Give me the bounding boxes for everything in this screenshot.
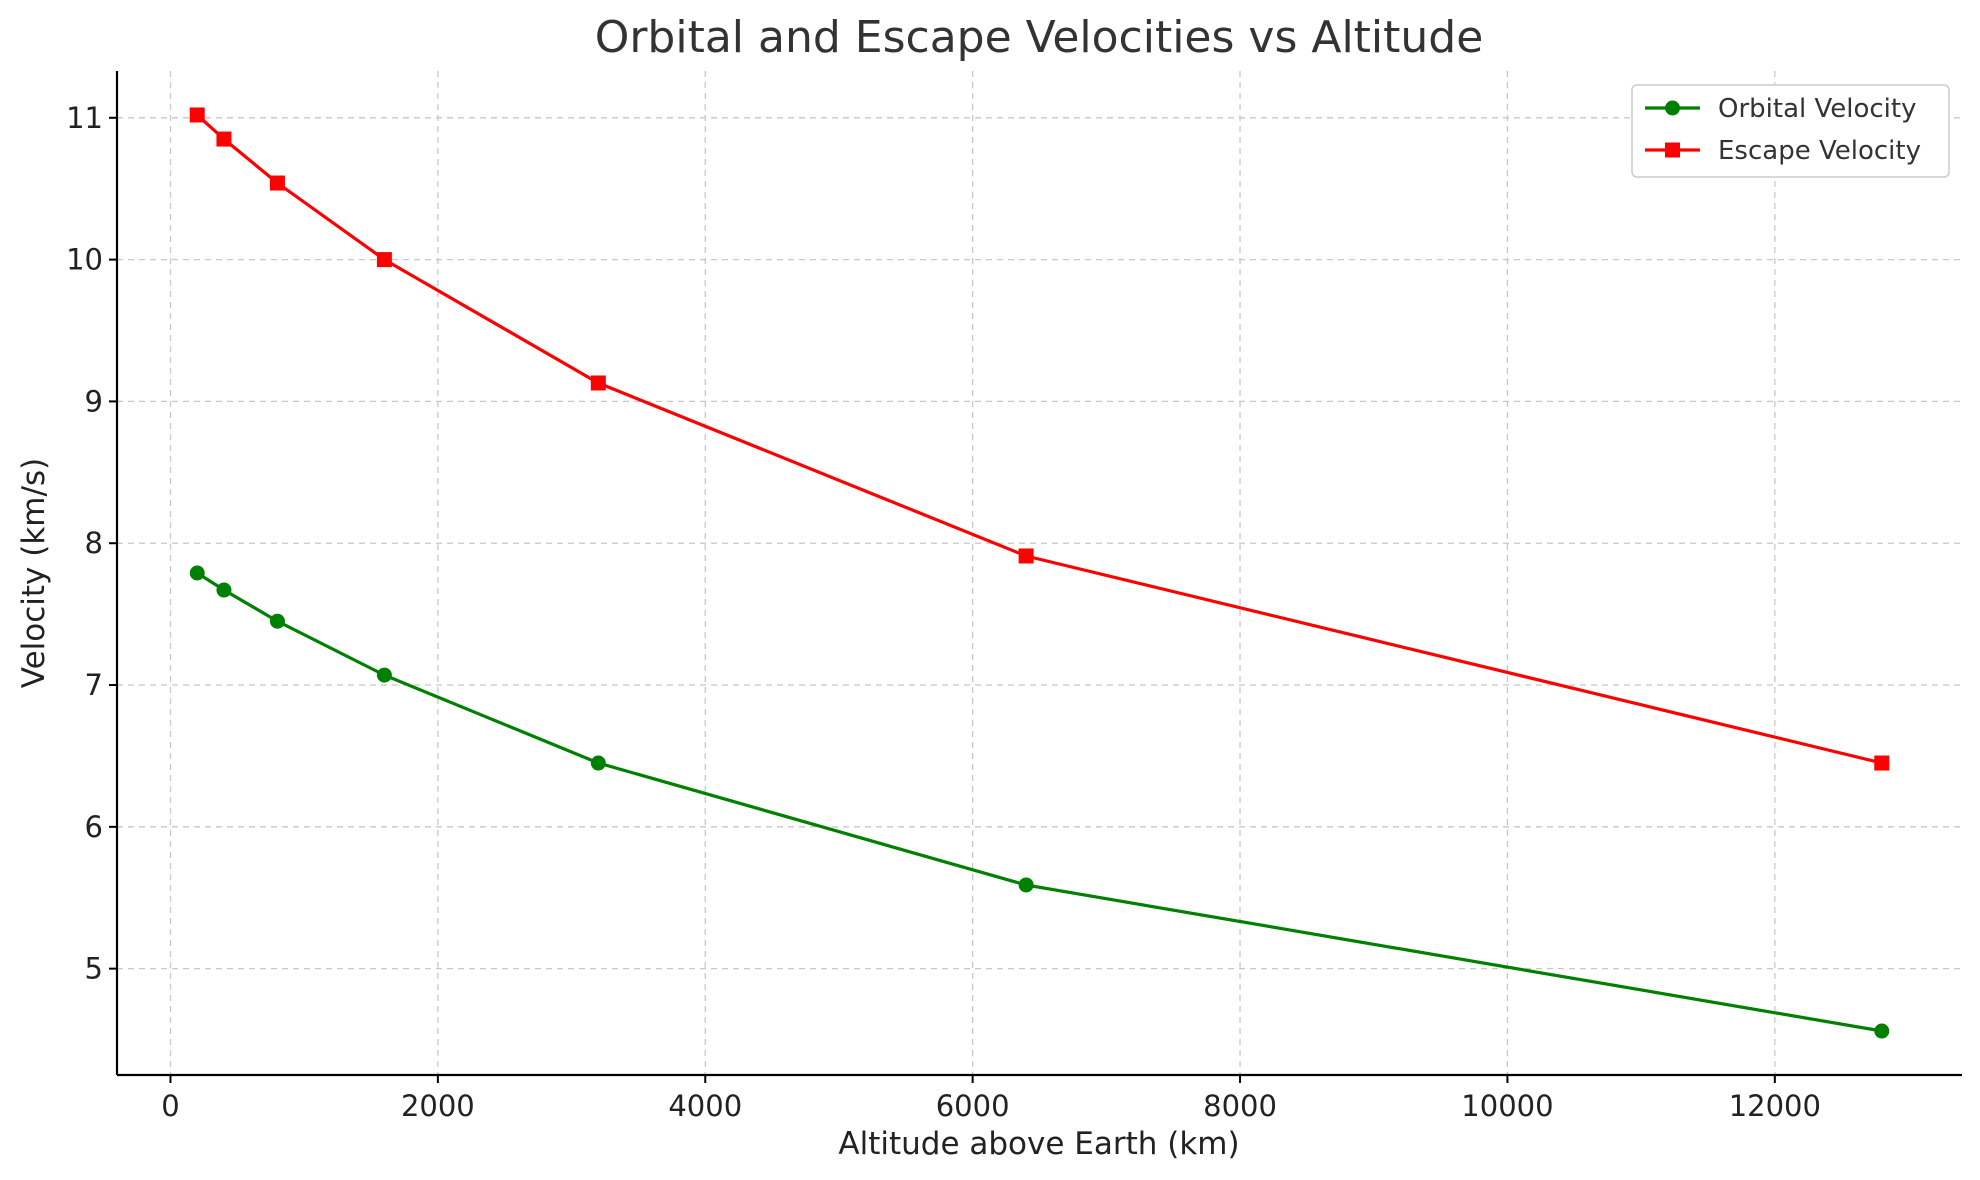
x-tick-label: 8000 — [1203, 1089, 1277, 1123]
legend-label: Escape Velocity — [1718, 136, 1921, 166]
data-point — [590, 755, 606, 771]
series-2 — [189, 107, 1890, 771]
y-axis-label: Velocity (km/s) — [16, 458, 52, 688]
data-point — [189, 107, 205, 123]
x-tick-label: 4000 — [668, 1089, 742, 1123]
legend-marker — [1665, 142, 1680, 158]
y-tick-label: 10 — [66, 243, 103, 277]
grid-lines — [117, 71, 1962, 1075]
x-tick-label: 10000 — [1461, 1089, 1553, 1123]
series-line — [196, 113, 1883, 765]
legend-entry: Escape Velocity — [1645, 136, 1921, 166]
data-point — [590, 375, 606, 391]
series-1 — [189, 565, 1890, 1039]
data-point — [1874, 1023, 1890, 1039]
data-point — [1018, 548, 1034, 564]
data-point — [189, 565, 205, 581]
y-tick-label: 11 — [66, 101, 103, 135]
data-point — [269, 613, 285, 629]
x-axis-label: Altitude above Earth (km) — [838, 1126, 1239, 1162]
y-tick-label: 5 — [85, 952, 103, 986]
data-point — [376, 252, 392, 268]
data-point — [1874, 755, 1890, 771]
y-tick-label: 6 — [85, 810, 103, 844]
y-tick-label: 9 — [85, 384, 103, 418]
legend-frame — [1631, 84, 1950, 178]
legend-entry: Orbital Velocity — [1645, 94, 1917, 124]
data-point — [216, 582, 232, 598]
y-tick-label: 7 — [85, 668, 103, 702]
x-tick-label: 0 — [161, 1089, 179, 1123]
legend-marker — [1665, 100, 1680, 116]
x-tick-label: 6000 — [936, 1089, 1010, 1123]
axes — [115, 71, 1962, 1077]
data-point — [216, 131, 232, 147]
x-tick-label: 2000 — [401, 1089, 475, 1123]
legend: Orbital Velocity Escape Velocity — [1631, 84, 1950, 178]
data-point — [376, 667, 392, 683]
plot-series — [189, 107, 1890, 1039]
series-line — [196, 571, 1883, 1033]
legend-label: Orbital Velocity — [1718, 94, 1917, 124]
chart-title: Orbital and Escape Velocities vs Altitud… — [595, 12, 1484, 63]
data-point — [1018, 877, 1034, 893]
axis-ticks: 0 2000 4000 6000 8000 10000 12000 5 6 7 8 9 10 11 — [66, 101, 1821, 1123]
y-tick-label: 8 — [85, 526, 103, 560]
x-tick-label: 12000 — [1729, 1089, 1821, 1123]
data-point — [269, 175, 285, 191]
